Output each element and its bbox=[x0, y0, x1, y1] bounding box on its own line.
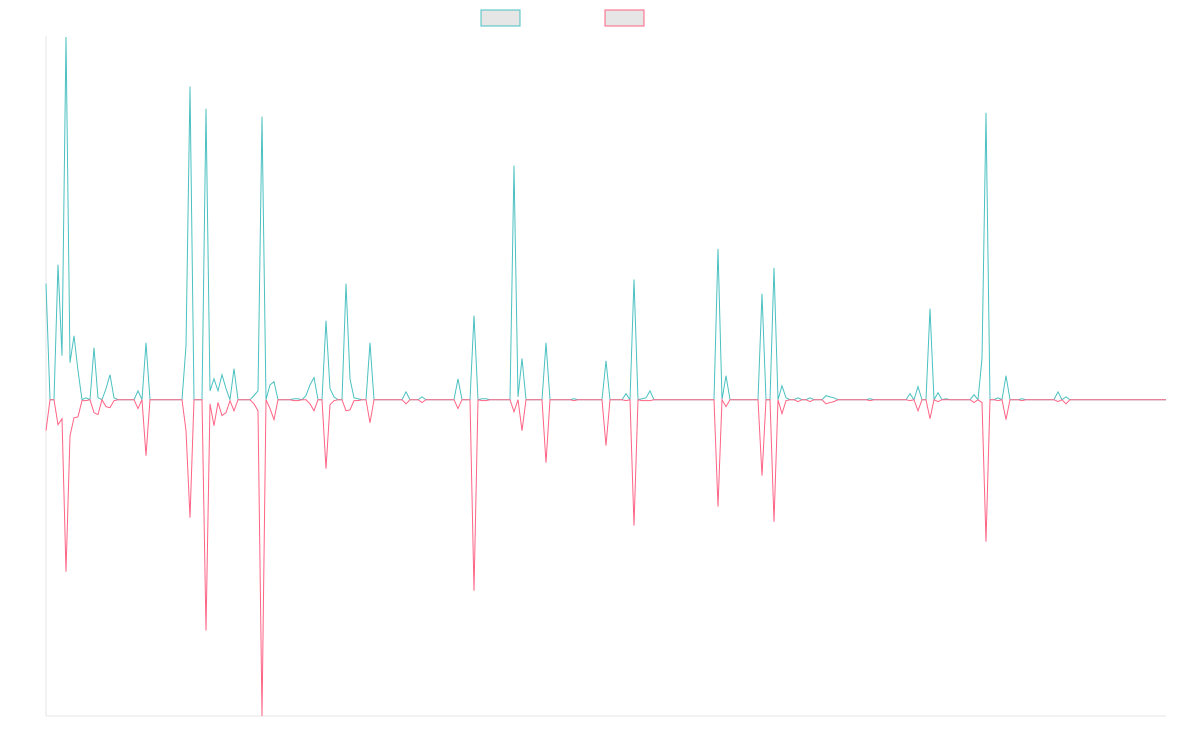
series-line bbox=[45, 36, 1166, 402]
legend-swatch bbox=[604, 9, 645, 27]
series-line bbox=[45, 397, 1166, 717]
legend-swatch bbox=[480, 9, 521, 27]
